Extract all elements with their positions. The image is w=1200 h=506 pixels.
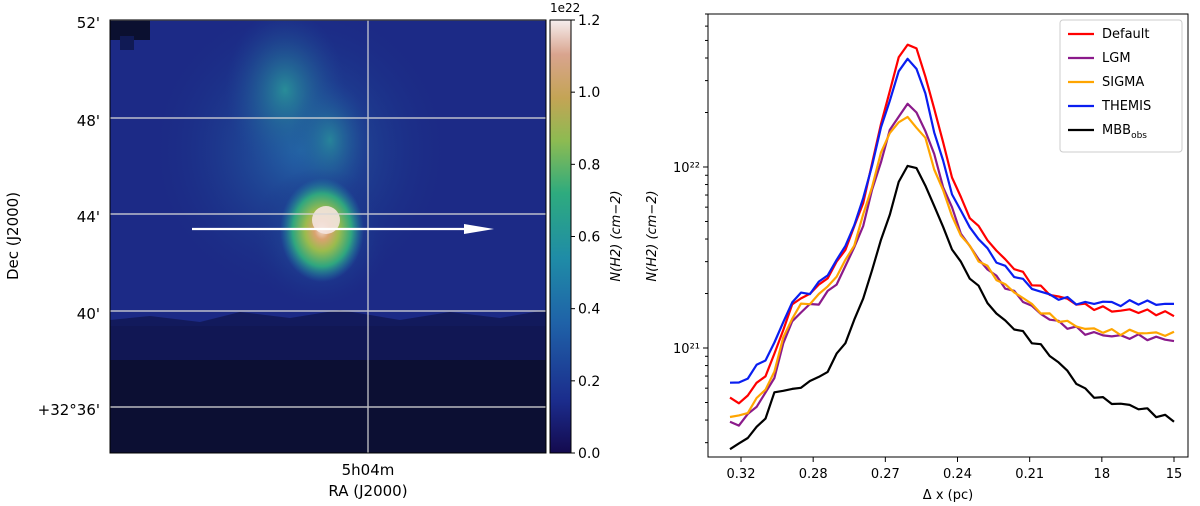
colorbar-tick-label: 0.8 [578,157,600,173]
x-tick-label: 0.24 [943,467,972,482]
series-line-default [729,43,1175,405]
legend-subscript: obs [1131,131,1147,141]
cut-arrow [192,224,494,234]
map-frame [109,19,547,454]
legend-label: THEMIS [1101,99,1151,114]
legend-label: SIGMA [1102,75,1144,90]
series-line-sigma [729,115,1175,419]
legend-label: LGM [1102,51,1131,66]
dec-tick-52: 52' [77,14,100,32]
x-tick-label: 0.32 [727,467,756,482]
colorbar-label: N(H2) (cm−2) [609,190,624,281]
ra-tick: 5h04m [342,461,395,479]
colorbar-tick-label: 0.6 [578,230,600,246]
colorbar-tick-label: 1.0 [578,85,600,101]
series-line-lgm [729,102,1175,427]
dec-tick-36: +32°36' [38,401,100,419]
colorbar-tick-label: 1.2 [578,13,600,29]
dec-tick-40: 40' [77,305,100,323]
ra-axis-label: RA (J2000) [328,482,407,500]
y-axis-label: N(H2) (cm−2) [645,190,660,281]
colorbar: 1e22 0.0 0.2 0.4 0.6 0.8 1.0 1.2 N(H2) (cm−2) [549,1,624,462]
x-tick-label: 18 [1094,467,1111,482]
density-map [110,20,546,453]
x-tick-label: 0.21 [1015,467,1044,482]
colorbar-tick-label: 0.0 [578,446,600,462]
dec-tick-44: 44' [77,208,100,226]
dec-axis: 52' 48' 44' 40' +32°36' [38,14,100,419]
colorbar-tick-label: 0.4 [578,302,600,318]
x-tick-label: 15 [1166,467,1183,482]
series-line-mbb-obs [729,164,1175,451]
dec-axis-label: Dec (J2000) [4,192,22,280]
colorbar-tick-label: 0.2 [578,374,600,390]
legend-label: Default [1102,27,1150,42]
dec-tick-48: 48' [77,112,100,130]
y-tick-label: 10²² [673,161,700,176]
y-tick-label: 10²¹ [673,342,700,357]
x-axis-label: Δ x (pc) [923,488,973,503]
x-tick-label: 0.27 [871,467,900,482]
series-line-themis [729,57,1175,384]
colorbar-exponent: 1e22 [550,1,580,15]
x-tick-label: 0.28 [799,467,828,482]
profile-plot: 10²¹ 10²² 0.32 0.28 0.27 0.24 0.21 18 15 N(H2) … [645,13,1189,503]
